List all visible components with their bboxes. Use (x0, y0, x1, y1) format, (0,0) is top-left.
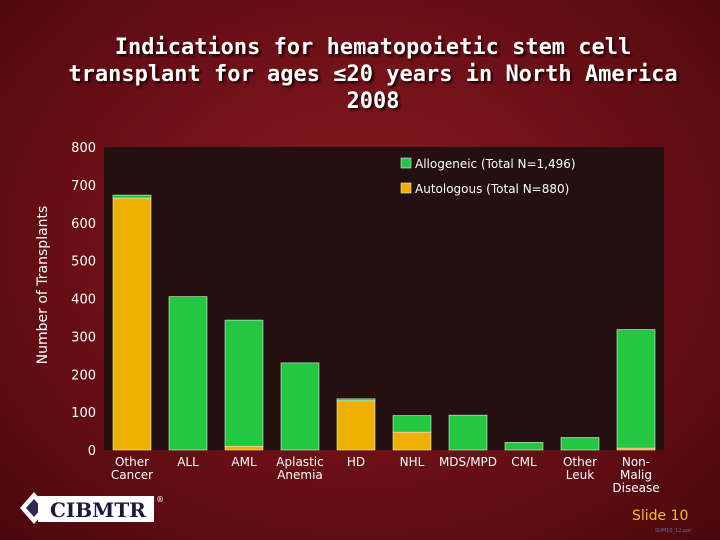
logo-box (38, 496, 154, 522)
x-tick-label: ALL (177, 455, 199, 469)
x-tick-label: HD (347, 455, 365, 469)
y-tick-label: 0 (88, 444, 96, 459)
x-tick-label: Disease (612, 481, 659, 495)
y-tick-label: 100 (71, 406, 96, 421)
bar-allogeneic (112, 194, 152, 199)
legend-label-allogeneic: Allogeneic (Total N=1,496) (415, 157, 576, 171)
title-line-2: transplant for ages ≤20 years in North A… (20, 61, 720, 88)
y-tick-label: 300 (71, 330, 96, 345)
y-tick-label: 400 (71, 293, 96, 308)
x-tick-label: Other (115, 455, 149, 469)
title-line-1: Indications for hematopoietic stem cell (114, 35, 632, 60)
y-tick-label: 200 (71, 368, 96, 383)
y-tick-label: 800 (71, 141, 96, 156)
bar-allogeneic (560, 437, 600, 451)
bar-autologous (392, 431, 432, 451)
legend-swatch-autologous (400, 182, 412, 194)
bar-allogeneic (280, 362, 320, 451)
x-tick-label: NHL (400, 455, 425, 469)
x-tick-label: Leuk (566, 468, 594, 482)
legend-label-autologous: Autologous (Total N=880) (415, 182, 569, 196)
slide-number: Slide 10 (632, 508, 689, 524)
bar-allogeneic (168, 296, 208, 451)
x-tick-label: Cancer (111, 468, 153, 482)
x-tick-label: Anemia (277, 468, 323, 482)
y-tick-label: 700 (71, 179, 96, 194)
bar-autologous (336, 400, 376, 451)
title-line-3: 2008 (346, 89, 400, 114)
logo-text: CIBMTR (50, 498, 146, 522)
x-tick-label: MDS/MPD (439, 455, 497, 469)
bar-allogeneic (392, 415, 432, 433)
bar-allogeneic (616, 329, 656, 449)
y-axis-label: Number of Transplants (35, 206, 51, 365)
x-tick-label: CML (511, 455, 537, 469)
y-tick-label: 500 (71, 255, 96, 270)
less-equal-symbol: ≤ (333, 62, 347, 87)
bar-autologous (224, 445, 264, 451)
chart-title: Indications for hematopoietic stem cell … (20, 34, 720, 115)
x-tick-label: Aplastic (276, 455, 323, 469)
cibmtr-logo: CIBMTR ® (20, 492, 164, 524)
x-tick-label: Malig (620, 468, 652, 482)
y-tick-label: 600 (71, 217, 96, 232)
logo-registered-mark: ® (156, 495, 164, 504)
bar-allogeneic (504, 442, 544, 451)
title-line-2-pre: transplant for ages (68, 62, 334, 87)
x-tick-label: Non- (622, 455, 650, 469)
x-tick-label: AML (231, 455, 257, 469)
title-line-2-post: 20 years in North America (346, 62, 678, 87)
bar-allogeneic (448, 414, 488, 451)
slide-file-code: SUM10_12.ppt (655, 528, 692, 534)
legend-swatch-allogeneic (400, 157, 412, 169)
x-tick-label: Other (563, 455, 597, 469)
bar-allogeneic (336, 398, 376, 402)
bar-allogeneic (224, 319, 264, 447)
bar-autologous (112, 197, 152, 451)
